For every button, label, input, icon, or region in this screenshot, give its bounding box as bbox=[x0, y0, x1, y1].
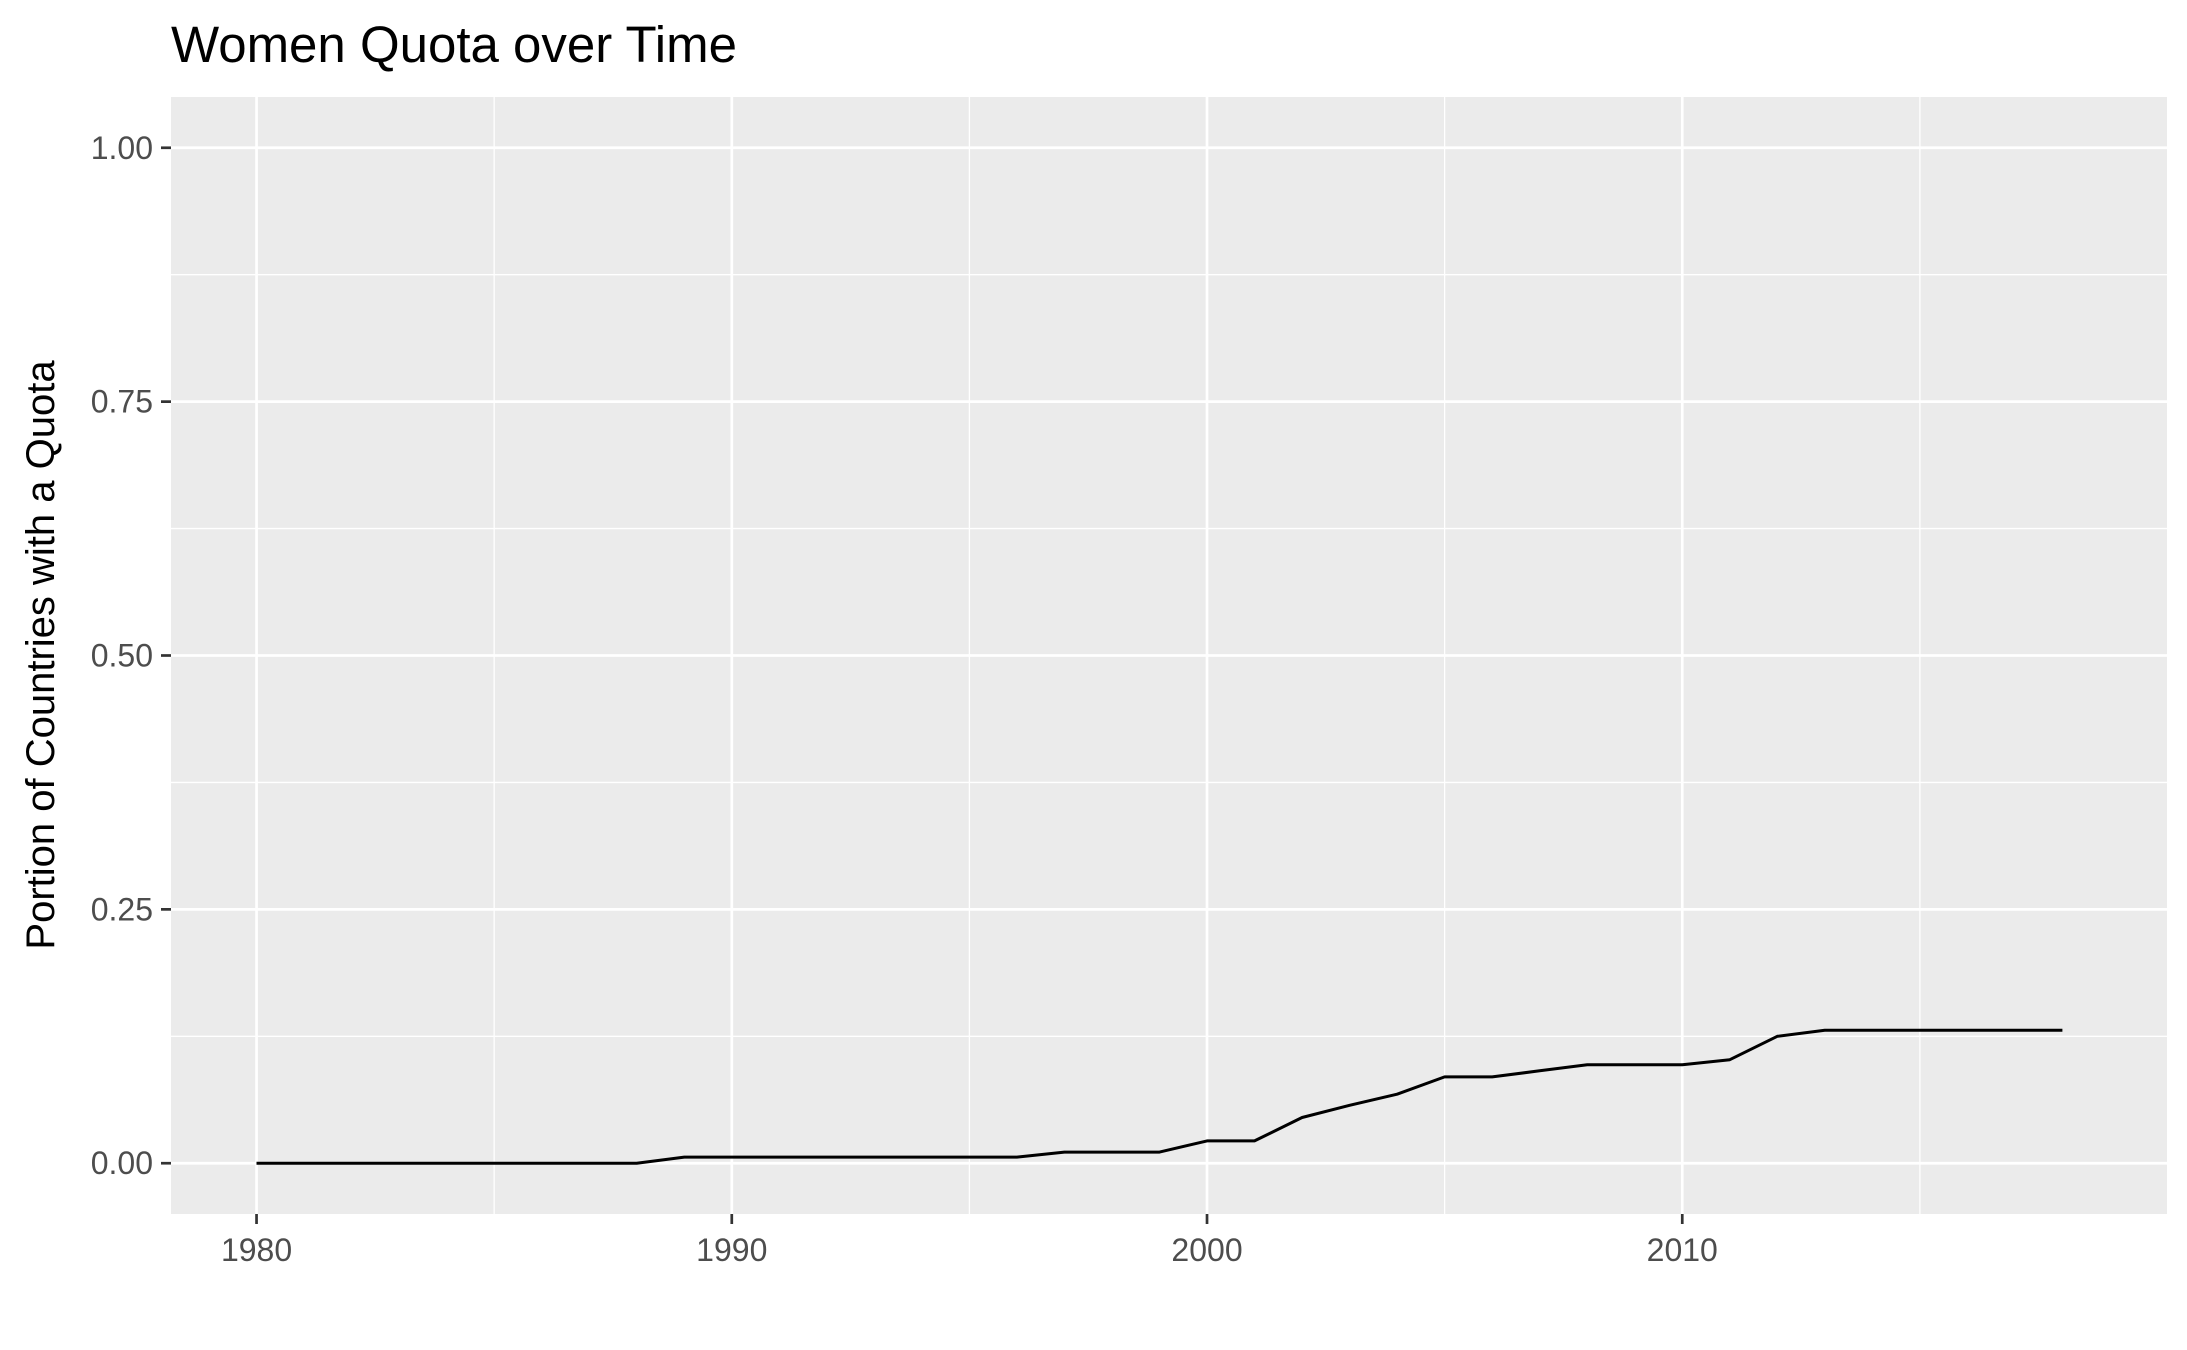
y-axis: 0.00 0.25 0.50 0.75 1.00 bbox=[91, 130, 171, 1181]
y-tick-label: 1.00 bbox=[91, 130, 153, 166]
x-axis: 1980 1990 2000 2010 bbox=[221, 1214, 1718, 1268]
y-axis-label: Portion of Countries with a Quota bbox=[19, 360, 63, 950]
x-tick-label: 1980 bbox=[221, 1232, 292, 1268]
y-tick-label: 0.00 bbox=[91, 1145, 153, 1181]
major-gridlines bbox=[171, 97, 2167, 1214]
x-tick-label: 1990 bbox=[696, 1232, 767, 1268]
x-tick-label: 2000 bbox=[1171, 1232, 1242, 1268]
x-tick-label: 2010 bbox=[1647, 1232, 1718, 1268]
y-tick-label: 0.75 bbox=[91, 384, 153, 420]
series-line-0 bbox=[256, 1028, 2063, 1165]
chart-title: Women Quota over Time bbox=[171, 16, 737, 73]
y-tick-label: 0.50 bbox=[91, 638, 153, 674]
series-layer bbox=[256, 1028, 2063, 1165]
y-tick-label: 0.25 bbox=[91, 891, 153, 927]
